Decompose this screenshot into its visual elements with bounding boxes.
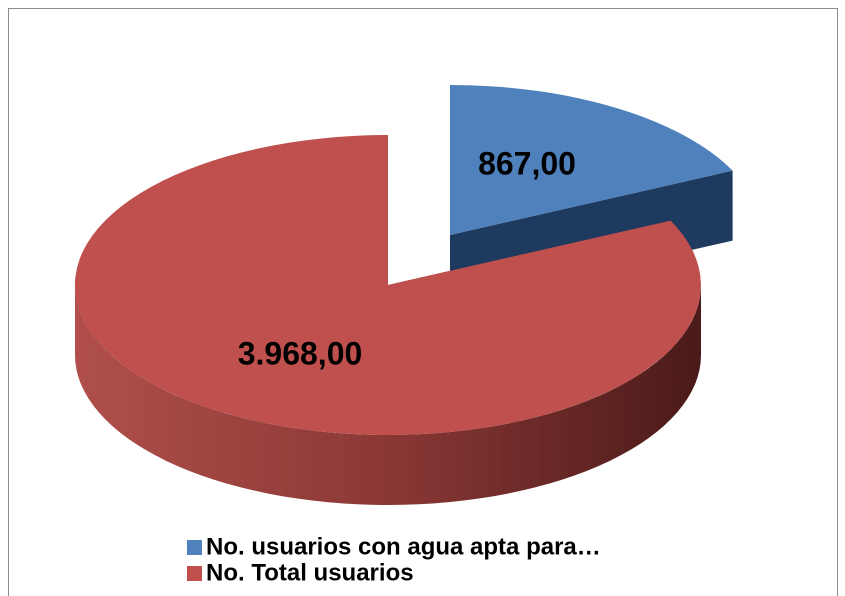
labels: 867,00 3.968,00 No. usuarios con agua apta…	[187, 145, 601, 586]
data-label: 867,00	[478, 145, 576, 181]
slice	[450, 85, 733, 235]
legend-swatch	[187, 540, 202, 555]
legend-label: No. Total usuarios	[206, 559, 414, 586]
data-label: 3.968,00	[238, 335, 363, 371]
slice	[74, 135, 701, 436]
legend-label: No. usuarios con agua apta para…	[206, 533, 601, 560]
pie-tops	[74, 85, 733, 436]
legend-swatch	[187, 566, 202, 581]
slice-side	[75, 285, 701, 505]
